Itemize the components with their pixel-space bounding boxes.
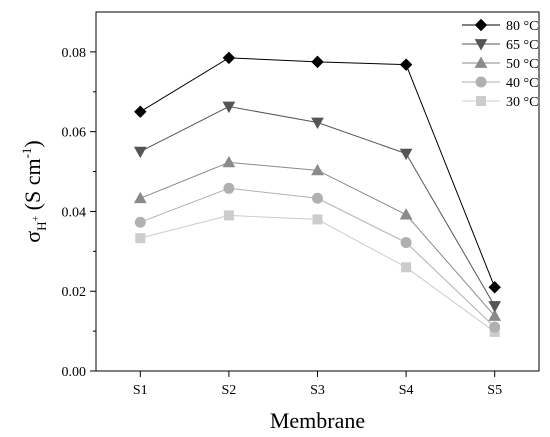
y-axis-label-unit-close: ) [20, 140, 45, 147]
data-point [311, 55, 324, 69]
data-point [223, 182, 235, 194]
legend-item: 30 °C [462, 95, 538, 110]
data-point [134, 105, 147, 118]
data-point [399, 148, 413, 161]
legend-label: 65 °C [506, 38, 538, 53]
x-tick-label: S3 [310, 383, 325, 398]
series-line [140, 214, 495, 333]
data-point [312, 192, 323, 204]
x-axis-ticks: S1 S2 S3 S4 S5 [133, 371, 502, 398]
legend-label: 30 °C [506, 95, 538, 110]
y-tick-label: 0.06 [62, 126, 87, 141]
legend-item: 65 °C [462, 38, 538, 53]
data-point [135, 233, 146, 244]
series-3 [133, 155, 502, 321]
y-axis-label-sub: H [34, 222, 49, 231]
data-point [489, 321, 501, 333]
x-axis-label: Membrane [270, 408, 365, 433]
data-point [399, 208, 413, 220]
series-2 [133, 101, 502, 313]
data-point [222, 51, 236, 65]
legend-marker [476, 96, 486, 106]
data-point [488, 281, 501, 294]
legend-marker [475, 76, 487, 88]
series-5 [135, 210, 500, 337]
y-axis-label: σH+ (S cm-1) [19, 140, 49, 243]
data-point [133, 191, 147, 204]
data-point [399, 58, 413, 71]
data-point [401, 262, 412, 273]
legend-marker [474, 39, 488, 51]
y-tick-label: 0.02 [62, 285, 87, 300]
data-point [488, 301, 502, 313]
x-tick-label: S5 [487, 383, 502, 398]
legend-marker [474, 18, 488, 32]
x-tick-label: S1 [133, 383, 148, 398]
y-axis-label-main: σ [20, 231, 45, 243]
data-point [312, 214, 323, 225]
y-tick-label: 0.00 [62, 365, 87, 380]
data-point [133, 146, 147, 159]
series-1 [134, 51, 501, 294]
legend-label: 40 °C [506, 76, 538, 91]
y-axis-label-unit-sup: -1 [19, 148, 34, 159]
y-axis-label-unit: (S cm [20, 158, 45, 215]
legend-item: 40 °C [462, 76, 538, 91]
y-axis-label-sub-sup: + [31, 216, 42, 222]
data-point [311, 163, 324, 176]
data-point [311, 117, 324, 130]
legend-label: 50 °C [506, 57, 538, 72]
data-point [222, 101, 236, 114]
legend: 80 °C 65 °C 50 °C 40 °C 30 °C [462, 18, 538, 110]
x-tick-label: S4 [399, 383, 414, 398]
legend-marker [474, 56, 488, 68]
y-tick-label: 0.04 [62, 205, 87, 220]
y-axis-ticks: 0.00 0.02 0.04 0.06 0.08 [62, 46, 96, 380]
data-point [134, 216, 146, 228]
series-line [140, 187, 496, 328]
series-4 [134, 182, 501, 333]
series-group [133, 51, 502, 337]
data-point [222, 155, 236, 168]
x-tick-label: S2 [222, 383, 237, 398]
legend-item: 50 °C [462, 56, 538, 72]
legend-label: 80 °C [506, 19, 538, 34]
y-tick-label: 0.08 [62, 46, 87, 61]
legend-item: 80 °C [462, 18, 538, 34]
data-point [223, 210, 234, 221]
data-point [400, 237, 412, 249]
data-point [488, 309, 502, 321]
